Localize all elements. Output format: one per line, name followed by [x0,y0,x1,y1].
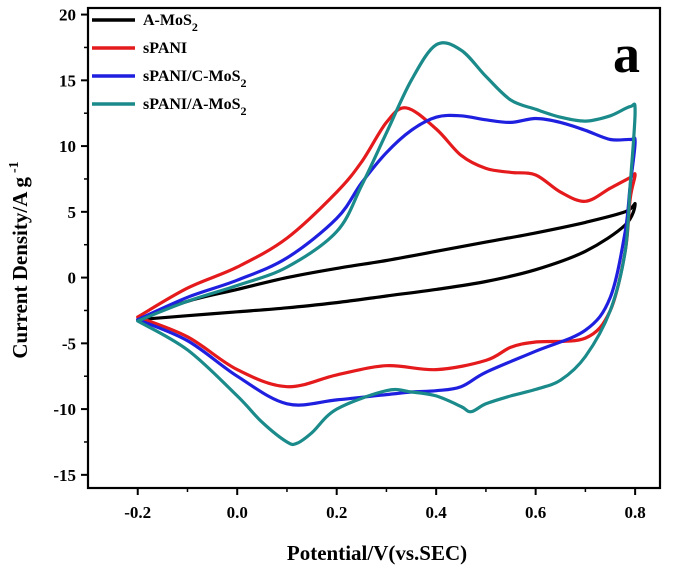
legend-label-subscript: 2 [240,104,246,118]
y-tick-label: 20 [59,6,76,25]
y-tick-label: 15 [59,71,76,90]
y-axis-title: Current Density/A g -1 [7,161,32,358]
y-tick-label: 0 [68,269,77,288]
x-tick-label: 0.0 [227,503,248,522]
legend-label-spani-a-mos2: sPANI/A-MoS2 [143,96,246,118]
plot-frame [86,6,662,490]
y-axis-title-main: Current Density/A g [8,177,32,359]
panel-label: a [613,24,640,84]
x-tick-label: 0.2 [326,503,347,522]
series-layer [136,41,637,447]
legend-label-a-mos2: A-MoS2 [143,12,198,34]
y-tick-label: -15 [53,466,76,485]
legend-label-subscript: 2 [192,20,198,34]
legend-label-main: sPANI/C-MoS [143,68,241,85]
x-tick-label: -0.2 [124,503,151,522]
tick-group: -0.2 0.0 0.2 0.4 0.6 0.8 -15 -10 -5 0 5 10 15 20 [53,6,645,522]
series-line-a-mos2 [136,201,637,322]
axis-frame-group [86,6,662,490]
series-line-spani-a-mos2 [136,41,637,447]
y-tick-label: 5 [68,203,77,222]
legend-label-main: sPANI [143,40,187,57]
x-axis-title: Potential/V(vs.SEC) [287,541,467,565]
y-axis-title-superscript: -1 [7,161,22,173]
series-line-spani [136,106,637,389]
y-tick-label: 10 [59,137,76,156]
legend-label-main: A-MoS [143,12,192,29]
legend-label-spani-c-mos2: sPANI/C-MoS2 [143,68,246,90]
legend-label-main: sPANI/A-MoS [143,96,241,113]
y-tick-label: -10 [53,400,76,419]
y-axis-title-group: Current Density/A g -1 [7,161,32,358]
x-tick-label: 0.8 [625,503,646,522]
y-tick-label: -5 [62,334,76,353]
x-tick-label: 0.4 [426,503,448,522]
legend-label-spani: sPANI [143,40,187,57]
x-tick-label: 0.6 [525,503,546,522]
legend-label-subscript: 2 [240,76,246,90]
